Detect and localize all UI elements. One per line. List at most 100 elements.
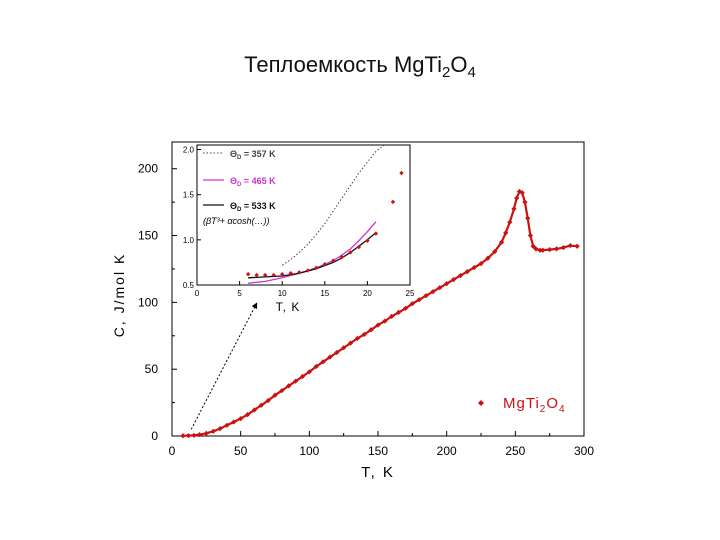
inset-data-point bbox=[365, 238, 370, 243]
main-series bbox=[180, 188, 580, 439]
inset-fit-expression: (βT³+ αcosh(…)) bbox=[203, 216, 270, 226]
y-tick-label: 100 bbox=[138, 295, 158, 309]
data-point bbox=[409, 301, 415, 307]
data-point bbox=[540, 247, 546, 253]
data-point bbox=[507, 219, 513, 225]
x-tick-label: 250 bbox=[505, 444, 525, 458]
data-point bbox=[286, 383, 292, 389]
data-point bbox=[516, 188, 523, 195]
data-point bbox=[347, 340, 354, 346]
inset-data-point bbox=[314, 265, 319, 271]
data-point bbox=[457, 273, 463, 279]
data-point bbox=[560, 244, 566, 251]
legend: MgTi2O4 bbox=[478, 395, 565, 415]
inset-frame bbox=[196, 144, 411, 286]
x-tick-label: 0 bbox=[169, 444, 176, 458]
x-axis-label: T, K bbox=[361, 464, 395, 481]
inset-x-tick-label: 10 bbox=[278, 289, 287, 298]
data-point bbox=[402, 305, 409, 311]
data-point bbox=[553, 246, 560, 252]
data-point bbox=[471, 265, 477, 271]
inset-data-point bbox=[331, 258, 336, 263]
data-point bbox=[203, 430, 209, 436]
data-point bbox=[389, 313, 395, 319]
inset-data-point bbox=[297, 270, 302, 275]
data-point bbox=[567, 242, 573, 249]
data-point bbox=[511, 206, 517, 212]
y-tick-label: 50 bbox=[145, 362, 159, 376]
data-point bbox=[416, 297, 422, 303]
inset-arrow bbox=[190, 302, 258, 430]
data-point bbox=[478, 261, 484, 267]
inset-legend-label: ΘD = 465 K bbox=[230, 176, 276, 188]
y-tick-label: 0 bbox=[151, 429, 158, 443]
data-point bbox=[265, 397, 271, 404]
data-point bbox=[464, 269, 470, 275]
data-point bbox=[251, 407, 257, 413]
data-point bbox=[519, 190, 525, 196]
data-point bbox=[525, 215, 531, 221]
inset-data-point bbox=[390, 199, 396, 205]
legend-marker bbox=[478, 400, 484, 406]
y-tick-label: 150 bbox=[138, 229, 158, 243]
data-point bbox=[320, 359, 326, 365]
data-point bbox=[293, 378, 299, 384]
data-point bbox=[499, 239, 505, 245]
data-point bbox=[533, 246, 539, 252]
data-point bbox=[231, 419, 237, 425]
inset-x-axis-label: T, K bbox=[276, 300, 301, 314]
data-point bbox=[503, 230, 509, 236]
data-point bbox=[423, 293, 429, 299]
inset-x-tick-label: 25 bbox=[406, 289, 415, 298]
data-point bbox=[537, 247, 543, 253]
inset-data-point bbox=[399, 170, 404, 176]
slide-title: Теплоемкость MgTi2O4 bbox=[0, 52, 720, 81]
x-tick-label: 300 bbox=[574, 444, 594, 458]
inset-y-tick-label: 1.5 bbox=[183, 191, 195, 200]
data-point bbox=[327, 354, 333, 360]
data-point bbox=[244, 412, 251, 418]
data-point bbox=[382, 318, 388, 324]
data-point bbox=[224, 422, 230, 428]
data-point bbox=[185, 432, 192, 439]
data-point bbox=[530, 243, 536, 249]
data-point bbox=[430, 289, 436, 295]
slide-title-sub-2: 4 bbox=[467, 64, 476, 81]
data-point bbox=[444, 281, 450, 287]
inset-x-tick-label: 0 bbox=[195, 289, 200, 298]
inset-fit-curve bbox=[281, 144, 385, 266]
data-point bbox=[341, 345, 347, 351]
data-point bbox=[191, 432, 197, 438]
inset-data-point bbox=[356, 244, 362, 250]
inset-y-tick-label: 1.0 bbox=[183, 236, 195, 245]
data-point bbox=[279, 387, 285, 394]
data-point bbox=[485, 255, 491, 261]
inset-data-point bbox=[254, 272, 259, 278]
data-point bbox=[514, 195, 520, 201]
data-point bbox=[217, 426, 223, 432]
data-point bbox=[547, 246, 553, 253]
data-point bbox=[368, 327, 374, 333]
inset-x-tick-label: 20 bbox=[363, 289, 372, 298]
data-point bbox=[313, 363, 319, 370]
inset-data-point bbox=[288, 271, 293, 276]
inset-y-tick-label: 0.5 bbox=[183, 281, 195, 290]
data-point bbox=[334, 349, 340, 356]
x-tick-label: 100 bbox=[299, 444, 319, 458]
data-point bbox=[437, 285, 443, 291]
inset-data-point bbox=[271, 272, 276, 278]
data-point bbox=[492, 248, 498, 255]
slide-title-mid: O bbox=[450, 52, 468, 77]
data-point bbox=[450, 277, 457, 283]
data-point bbox=[180, 433, 186, 439]
data-point bbox=[527, 232, 534, 239]
inset-data-point bbox=[339, 254, 345, 260]
inset-x-tick-label: 15 bbox=[320, 289, 329, 298]
data-point bbox=[196, 432, 203, 438]
data-point bbox=[306, 369, 312, 375]
inset-data-point bbox=[262, 272, 268, 278]
data-point bbox=[522, 199, 528, 205]
data-point bbox=[361, 331, 367, 338]
inset-data-point bbox=[348, 250, 353, 255]
